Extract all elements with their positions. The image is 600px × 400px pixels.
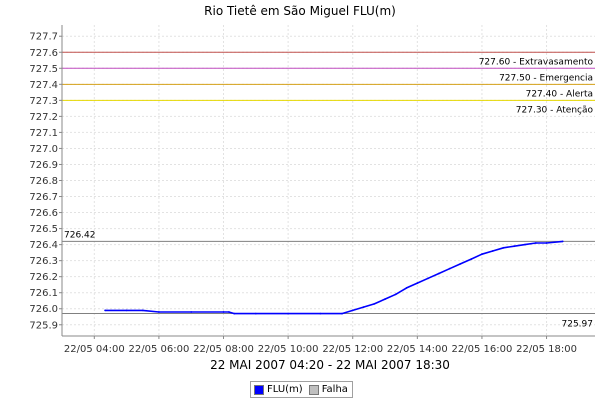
- y-tick-label: 726.5: [29, 224, 58, 235]
- legend-label-falha: Falha: [321, 384, 348, 395]
- y-tick-label: 727.3: [29, 96, 58, 107]
- data-point: [427, 277, 429, 280]
- legend-item-flu: FLU(m): [254, 384, 303, 395]
- y-tick-label: 726.6: [29, 208, 58, 219]
- y-tick-label: 727.7: [29, 32, 58, 43]
- data-point: [222, 311, 225, 313]
- y-tick-label: 726.4: [29, 240, 58, 251]
- x-tick-label: 22/05 08:00: [193, 344, 254, 355]
- threshold-label: 727.50 - Emergencia: [499, 73, 593, 83]
- legend-swatch-flu: [254, 384, 264, 395]
- data-point: [438, 272, 440, 275]
- y-tick-label: 727.1: [29, 128, 58, 139]
- data-point: [158, 311, 160, 313]
- data-point: [405, 287, 408, 289]
- threshold-label: 727.30 - Atenção: [516, 105, 594, 115]
- legend: FLU(m) Falha: [250, 381, 353, 398]
- data-point: [416, 282, 419, 284]
- data-point: [341, 312, 343, 315]
- data-point: [373, 303, 376, 305]
- data-point: [190, 311, 193, 313]
- data-point: [233, 312, 236, 315]
- x-tick-label: 22/05 10:00: [258, 344, 319, 355]
- series-lines: [104, 240, 564, 315]
- data-point: [534, 242, 537, 244]
- data-point: [513, 245, 516, 248]
- data-point: [254, 312, 257, 315]
- x-tick-label: 22/05 14:00: [387, 344, 448, 355]
- threshold-lines: 727.60 - Extravasamento 727.50 - Emergenc…: [62, 51, 595, 330]
- min-line-label: 725.97: [562, 320, 594, 330]
- threshold-label: 727.40 - Alerta: [526, 89, 593, 99]
- max-line-label: 726.42: [64, 230, 96, 240]
- y-tick-label: 725.9: [29, 320, 58, 331]
- y-tick-label: 726.8: [29, 176, 58, 187]
- y-tick-label: 726.9: [29, 160, 58, 171]
- data-point: [351, 309, 354, 312]
- x-tick-label: 22/05 04:00: [64, 344, 125, 355]
- data-point: [228, 311, 230, 313]
- x-tick-label: 22/05 12:00: [322, 344, 383, 355]
- y-tick-label: 726.1: [29, 288, 58, 299]
- chart-subtitle: 22 MAI 2007 04:20 - 22 MAI 2007 18:30: [210, 358, 450, 372]
- chart-title: Rio Tietê em São Miguel FLU(m): [204, 4, 396, 18]
- data-point: [287, 312, 289, 315]
- data-point: [104, 309, 106, 312]
- x-tick-label: 22/05 06:00: [128, 344, 189, 355]
- data-point: [319, 312, 322, 315]
- y-tick-label: 727.5: [29, 64, 58, 75]
- x-tick-label: 22/05 18:00: [516, 344, 577, 355]
- legend-item-falha: Falha: [308, 384, 348, 395]
- legend-label-flu: FLU(m): [267, 384, 303, 395]
- legend-swatch-falha: [308, 384, 319, 395]
- data-point: [394, 293, 397, 296]
- data-point: [491, 250, 494, 252]
- data-point: [470, 258, 473, 260]
- y-tick-label: 727.6: [29, 48, 58, 59]
- y-tick-label: 727.2: [29, 112, 58, 123]
- data-point: [545, 242, 548, 244]
- y-tick-label: 727.4: [29, 80, 58, 91]
- y-tick-label: 726.0: [29, 304, 58, 315]
- y-tick-label: 727.0: [29, 144, 58, 155]
- threshold-label: 727.60 - Extravasamento: [479, 57, 594, 67]
- data-point: [448, 267, 451, 270]
- data-point: [524, 243, 526, 246]
- data-point: [561, 240, 564, 243]
- y-tick-label: 726.2: [29, 272, 58, 283]
- data-point: [362, 306, 365, 308]
- data-point: [481, 253, 483, 256]
- y-tick-label: 726.3: [29, 256, 58, 267]
- y-tick-label: 726.7: [29, 192, 58, 203]
- x-tick-label: 22/05 16:00: [452, 344, 513, 355]
- data-point: [125, 309, 128, 312]
- data-point: [384, 298, 386, 300]
- data-point: [141, 309, 144, 312]
- data-point: [459, 263, 462, 265]
- axes: 725.9 726.0 726.1 726.2 726.3 726.4 726.5 726.6…: [29, 25, 595, 355]
- data-point: [502, 246, 505, 249]
